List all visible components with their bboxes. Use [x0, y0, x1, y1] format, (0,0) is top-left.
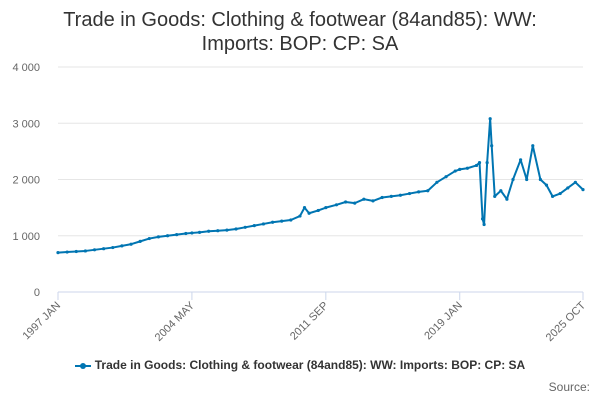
data-point[interactable]	[138, 239, 142, 243]
data-point[interactable]	[175, 233, 179, 237]
data-point[interactable]	[207, 229, 211, 233]
data-point[interactable]	[407, 191, 412, 196]
source-credit[interactable]: Source:	[548, 380, 590, 394]
data-point[interactable]	[505, 197, 509, 201]
data-point[interactable]	[485, 161, 489, 165]
data-point[interactable]	[190, 231, 194, 235]
y-tick-label: 2 000	[12, 175, 40, 187]
y-tick-label: 1 000	[12, 231, 40, 243]
data-point[interactable]	[261, 222, 266, 226]
data-point[interactable]	[398, 193, 402, 197]
data-point[interactable]	[102, 247, 106, 251]
data-point[interactable]	[488, 117, 492, 121]
data-point[interactable]	[538, 177, 542, 182]
data-point[interactable]	[417, 190, 421, 194]
data-point[interactable]	[307, 211, 311, 215]
data-point[interactable]	[499, 189, 503, 193]
legend[interactable]: Trade in Goods: Clothing & footwear (84a…	[0, 358, 600, 372]
data-point[interactable]	[56, 251, 60, 255]
x-tick-label: 2019 JAN	[422, 300, 465, 343]
x-tick-label: 2011 SEP	[288, 300, 331, 343]
data-point[interactable]	[477, 161, 482, 165]
data-point[interactable]	[120, 244, 124, 248]
data-point[interactable]	[324, 206, 328, 210]
y-tick-label: 3 000	[12, 118, 40, 130]
data-point[interactable]	[316, 208, 320, 213]
data-point[interactable]	[344, 200, 348, 204]
data-point[interactable]	[111, 245, 115, 250]
chart-title: Trade in Goods: Clothing & footwear (84a…	[63, 9, 537, 55]
data-point[interactable]	[147, 236, 151, 241]
data-point[interactable]	[544, 183, 549, 187]
data-point[interactable]	[465, 166, 469, 170]
data-point[interactable]	[371, 199, 375, 203]
legend-line-marker-icon	[74, 360, 91, 372]
legend-label: Trade in Goods: Clothing & footwear (84a…	[94, 358, 526, 372]
data-point[interactable]	[458, 167, 462, 171]
data-point[interactable]	[474, 163, 479, 168]
y-tick-label: 0	[34, 287, 40, 299]
y-tick-label: 4 000	[12, 62, 40, 74]
data-point[interactable]	[435, 180, 439, 184]
data-point[interactable]	[480, 217, 485, 221]
data-point[interactable]	[289, 218, 293, 222]
data-point[interactable]	[270, 220, 275, 224]
data-point[interactable]	[252, 224, 256, 228]
data-point[interactable]	[566, 186, 570, 190]
data-point[interactable]	[525, 177, 529, 182]
data-point[interactable]	[519, 158, 523, 162]
data-point[interactable]	[156, 235, 161, 239]
data-point[interactable]	[380, 195, 384, 200]
data-point[interactable]	[197, 230, 202, 234]
data-point[interactable]	[511, 177, 515, 182]
data-point[interactable]	[216, 229, 220, 233]
data-point[interactable]	[83, 249, 87, 253]
data-point[interactable]	[334, 203, 339, 207]
series-line[interactable]	[57, 117, 584, 254]
data-point[interactable]	[165, 234, 170, 238]
data-point[interactable]	[243, 225, 247, 229]
data-point[interactable]	[129, 242, 133, 246]
data-point[interactable]	[490, 144, 494, 148]
data-point[interactable]	[362, 197, 366, 201]
data-point[interactable]	[444, 175, 448, 179]
data-point[interactable]	[74, 249, 78, 254]
x-tick-label: 2004 MAY	[153, 299, 198, 344]
data-point[interactable]	[426, 189, 430, 193]
data-point[interactable]	[298, 214, 302, 218]
data-point[interactable]	[531, 144, 535, 148]
data-point[interactable]	[493, 194, 497, 198]
x-tick-label: 2025 OCT	[544, 299, 589, 344]
data-point[interactable]	[550, 194, 555, 198]
data-point[interactable]	[353, 201, 357, 205]
data-point[interactable]	[302, 206, 307, 210]
data-point[interactable]	[573, 180, 577, 184]
data-point[interactable]	[92, 248, 97, 252]
data-point[interactable]	[581, 188, 585, 192]
data-point[interactable]	[184, 231, 188, 236]
data-point[interactable]	[389, 194, 393, 198]
data-point[interactable]	[453, 169, 457, 173]
data-point[interactable]	[482, 222, 486, 227]
x-tick-label: 1997 JAN	[20, 300, 63, 343]
data-point[interactable]	[280, 219, 284, 223]
data-point[interactable]	[225, 228, 229, 232]
data-point[interactable]	[558, 191, 562, 196]
data-point[interactable]	[65, 250, 69, 254]
data-point[interactable]	[234, 227, 238, 231]
